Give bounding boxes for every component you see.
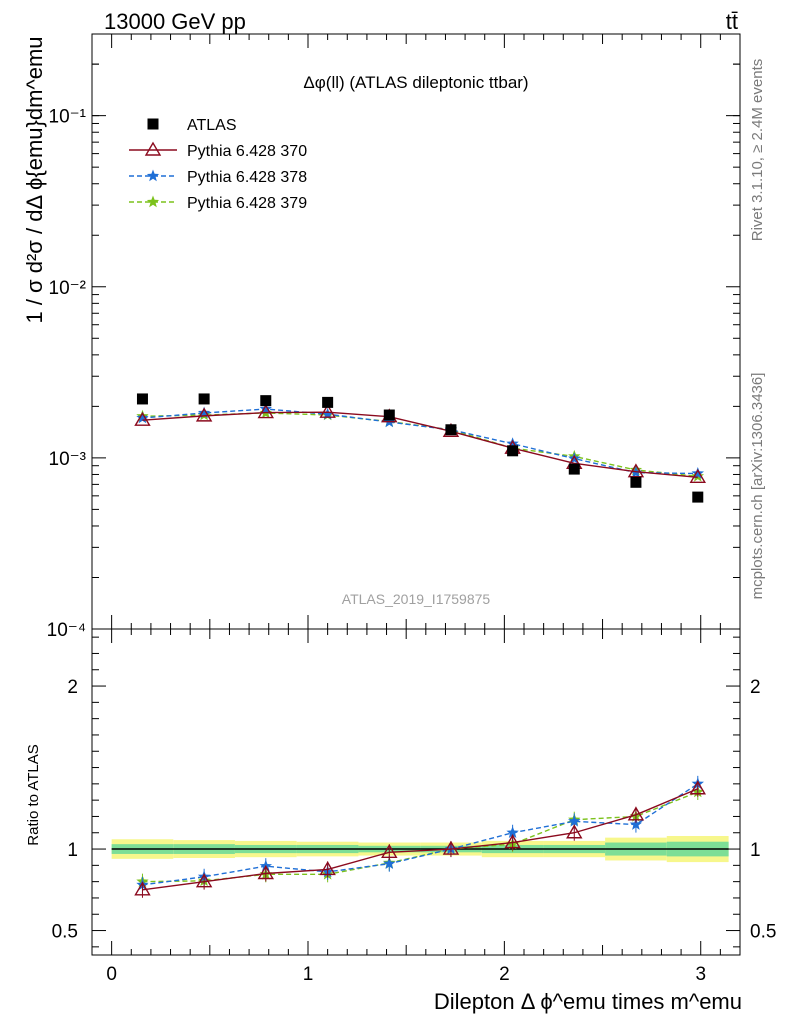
main-point-atlas <box>260 395 272 407</box>
ratio-xtick-label: 1 <box>303 964 314 985</box>
main-line-py370 <box>142 411 698 479</box>
main-point-py370 <box>689 468 707 484</box>
ratio-point-py378 <box>506 826 519 838</box>
ratio-ytick-label-right: 2 <box>750 677 761 698</box>
ratio-line-py378 <box>142 783 699 886</box>
ratio-panel-frame <box>91 628 741 956</box>
ratio-point-py370 <box>319 861 336 876</box>
main-point-py378 <box>691 467 704 479</box>
mcplots-label: mcplots.cern.ch [arXiv:1306.3436] <box>749 373 766 600</box>
main-point-atlas <box>630 476 642 488</box>
analysis-watermark: ATLAS_2019_I1759875 <box>342 591 491 607</box>
ratio-xtick-label: 3 <box>695 964 706 985</box>
legend-label-py378: Pythia 6.428 378 <box>187 169 307 186</box>
ratio-point-py370 <box>504 834 521 849</box>
main-point-atlas <box>568 463 580 475</box>
main-point-py378 <box>506 437 519 449</box>
ratio-line-py379 <box>142 791 699 883</box>
ratio-point-py378 <box>629 818 643 830</box>
ratio-point-py370 <box>442 840 460 855</box>
main-ytick-label: 10⁻¹ <box>49 107 87 128</box>
main-ylabel: 1 / σ d²σ / dΔ ϕ{emu}dm^emu <box>22 36 47 323</box>
main-point-atlas <box>136 393 148 405</box>
ratio-axes: 0.5 0.5 1 1 2 2 0 1 2 3 <box>52 629 776 985</box>
main-axes: 10⁻¹ 10⁻² 10⁻³ 10⁻⁴ <box>47 34 740 641</box>
main-ytick-label: 10⁻³ <box>49 449 87 470</box>
main-title: Δφ(ll) (ATLAS dileptonic ttbar) <box>303 73 528 92</box>
main-ytick-label: 10⁻⁴ <box>47 620 86 641</box>
main-point-py378 <box>321 407 334 420</box>
legend-label-atlas: ATLAS <box>187 117 237 134</box>
main-series-py378 <box>136 402 704 479</box>
ratio-point-py378 <box>383 857 396 869</box>
main-point-py378 <box>136 411 149 424</box>
legend-entry-py379: Pythia 6.428 379 <box>129 195 307 212</box>
ratio-ytick-label-right: 1 <box>750 840 761 861</box>
legend-marker-py370 <box>144 141 162 156</box>
main-point-py370 <box>195 407 213 422</box>
main-line-py378 <box>142 408 698 475</box>
ratio-point-py378 <box>568 814 581 827</box>
main-point-atlas <box>507 445 519 457</box>
legend: ATLAS Pythia 6.428 370 Pythia 6.428 378 Pyt… <box>129 117 307 212</box>
main-point-py370 <box>319 403 336 418</box>
ratio-point-py370 <box>566 824 583 839</box>
ratio-series-py370 <box>134 780 707 898</box>
legend-marker-py378 <box>146 169 160 182</box>
ratio-point-py370 <box>627 806 645 821</box>
main-point-atlas <box>383 409 395 421</box>
ratio-series-py378 <box>136 775 704 893</box>
ratio-uncertainty-band <box>111 836 729 863</box>
legend-label-py370: Pythia 6.428 370 <box>187 143 307 160</box>
main-point-py378 <box>568 452 581 464</box>
ratio-ytick-label: 1 <box>67 840 78 861</box>
main-point-atlas <box>322 396 334 408</box>
ratio-ytick-label: 0.5 <box>52 922 78 943</box>
legend-marker-py379 <box>146 195 160 208</box>
ratio-line-py370 <box>142 788 699 891</box>
main-point-atlas <box>445 424 457 436</box>
main-series-py370 <box>134 403 707 484</box>
process-label: tt̄ <box>726 9 738 34</box>
main-series-py379 <box>136 406 704 482</box>
ratio-series-py379 <box>136 784 704 890</box>
main-point-py370 <box>134 411 151 426</box>
main-ytick-label: 10⁻² <box>49 278 87 299</box>
main-point-atlas <box>692 491 704 503</box>
main-line-py379 <box>142 412 698 478</box>
main-point-py378 <box>259 402 272 415</box>
ratio-xtick-label: 0 <box>106 964 117 985</box>
ratio-point-py370 <box>381 843 398 859</box>
rivet-label: Rivet 3.1.10, ≥ 2.4M events <box>749 59 766 242</box>
legend-label-py379: Pythia 6.428 379 <box>187 195 307 212</box>
energy-label: 13000 GeV pp <box>104 9 246 34</box>
main-point-py370 <box>257 404 275 419</box>
ratio-ylabel: Ratio to ATLAS <box>25 744 42 845</box>
ratio-point-py370 <box>689 780 707 795</box>
main-point-py370 <box>627 463 645 478</box>
legend-entry-atlas: ATLAS <box>147 117 237 134</box>
ratio-point-py370 <box>257 865 275 880</box>
main-point-atlas <box>198 393 210 405</box>
ratio-point-py370 <box>195 873 213 888</box>
legend-entry-py378: Pythia 6.428 378 <box>129 169 307 186</box>
ratio-xlabel: Dilepton Δ ϕ^emu times m^emu <box>434 989 742 1014</box>
ratio-series <box>134 775 707 898</box>
ratio-point-py370 <box>134 881 151 896</box>
main-series <box>134 393 707 503</box>
legend-entry-py370: Pythia 6.428 370 <box>129 141 307 160</box>
legend-marker-atlas <box>147 118 159 130</box>
main-series-atlas <box>136 393 704 503</box>
main-point-py378 <box>197 406 211 419</box>
ratio-ytick-label-right: 0.5 <box>750 922 776 943</box>
ratio-ytick-label: 2 <box>67 677 78 698</box>
ratio-xtick-label: 2 <box>499 964 510 985</box>
